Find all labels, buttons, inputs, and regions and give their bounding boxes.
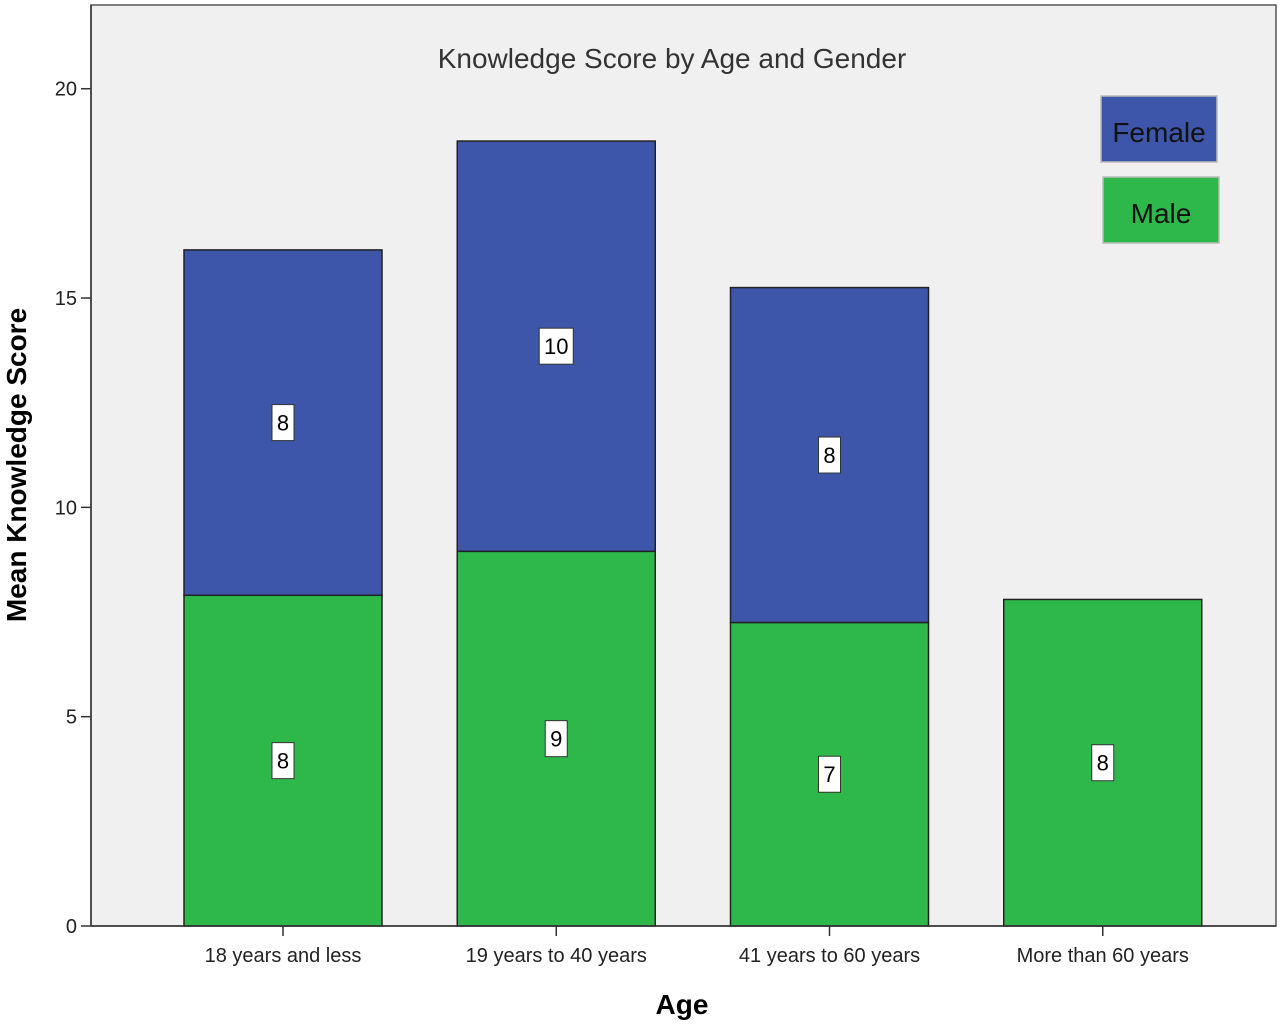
x-axis: 18 years and less 19 years to 40 years 41 … (91, 925, 1276, 967)
data-label-box (1091, 744, 1115, 782)
data-label-box (544, 720, 568, 758)
data-label: 8 (277, 411, 289, 436)
data-label-box (538, 327, 574, 365)
x-axis-title: Age (656, 989, 709, 1020)
data-label-box (818, 755, 841, 793)
data-label-box (271, 404, 295, 442)
legend-label-male: Male (1131, 198, 1192, 229)
data-label: 7 (823, 762, 835, 787)
x-tick-label: 19 years to 40 years (466, 945, 647, 967)
y-axis-title: Mean Knowledge Score (1, 308, 32, 622)
chart-title: Knowledge Score by Age and Gender (438, 43, 907, 74)
legend-swatch-female (1100, 95, 1218, 163)
data-label: 9 (550, 727, 562, 752)
legend: Female Male (1100, 95, 1220, 244)
data-labels-group: 8 8 9 10 7 8 8 (271, 327, 1115, 793)
data-label: 8 (277, 749, 289, 774)
y-tick-label: 5 (66, 707, 77, 729)
bars-group (183, 140, 1203, 927)
y-axis: 0 5 10 15 20 (55, 5, 92, 938)
data-label-box (271, 742, 295, 780)
legend-label-female: Female (1112, 117, 1205, 148)
y-tick-label: 10 (55, 497, 77, 519)
data-label-box (818, 436, 841, 474)
y-tick-label: 15 (55, 288, 77, 310)
x-tick-label: 41 years to 60 years (739, 945, 920, 967)
x-tick-label: More than 60 years (1017, 945, 1189, 967)
legend-swatch-male (1102, 176, 1220, 244)
x-tick-label: 18 years and less (205, 945, 362, 967)
y-tick-label: 0 (66, 916, 77, 938)
data-label: 8 (823, 443, 835, 468)
y-tick-label: 20 (55, 79, 77, 101)
data-label: 10 (544, 334, 568, 359)
data-label: 8 (1097, 751, 1109, 776)
